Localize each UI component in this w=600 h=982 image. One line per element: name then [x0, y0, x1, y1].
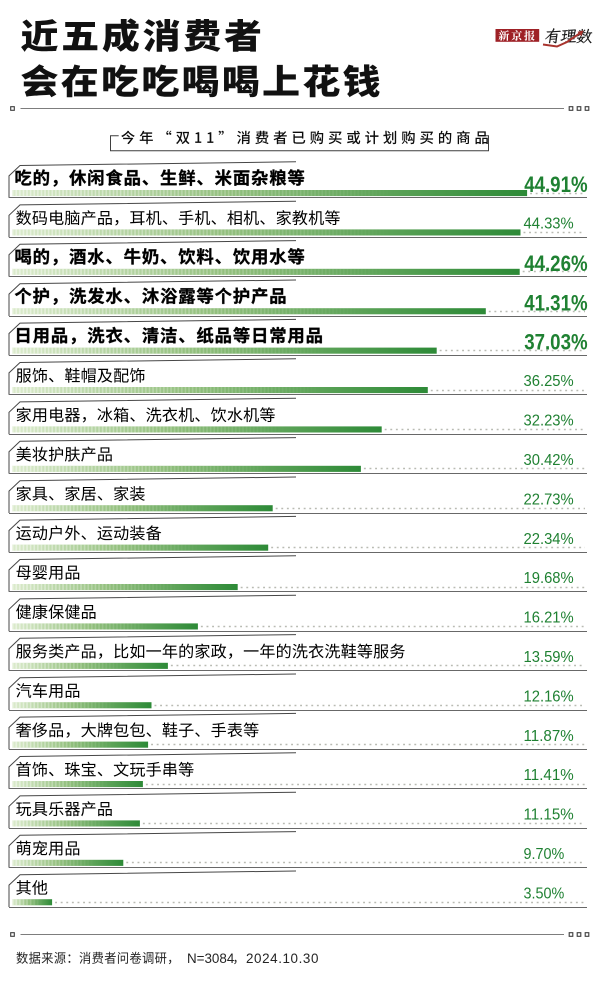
svg-text:16.21%: 16.21% — [524, 610, 575, 627]
svg-text:22.73%: 22.73% — [524, 491, 575, 508]
svg-text:44.26%: 44.26% — [524, 251, 587, 276]
svg-text:2024.10.30: 2024.10.30 — [246, 951, 319, 966]
svg-text:12.16%: 12.16% — [524, 688, 575, 705]
svg-text:41.31%: 41.31% — [524, 290, 587, 315]
svg-text:13.59%: 13.59% — [524, 649, 575, 666]
svg-text:11.41%: 11.41% — [524, 767, 575, 784]
svg-text:9.70%: 9.70% — [524, 846, 565, 863]
svg-text:11.15%: 11.15% — [524, 807, 575, 824]
svg-text:19.68%: 19.68% — [524, 570, 575, 587]
svg-text:32.23%: 32.23% — [524, 413, 575, 430]
svg-text:22.34%: 22.34% — [524, 531, 575, 548]
svg-text:36.25%: 36.25% — [524, 373, 575, 390]
svg-text:3.50%: 3.50% — [524, 885, 565, 902]
svg-text:44.91%: 44.91% — [524, 172, 587, 197]
svg-text:11.87%: 11.87% — [524, 728, 575, 745]
svg-text:37.03%: 37.03% — [524, 330, 587, 355]
svg-text:30.42%: 30.42% — [524, 452, 575, 469]
svg-text:N=3084: N=3084 — [187, 951, 235, 966]
svg-text:44.33%: 44.33% — [524, 216, 575, 233]
